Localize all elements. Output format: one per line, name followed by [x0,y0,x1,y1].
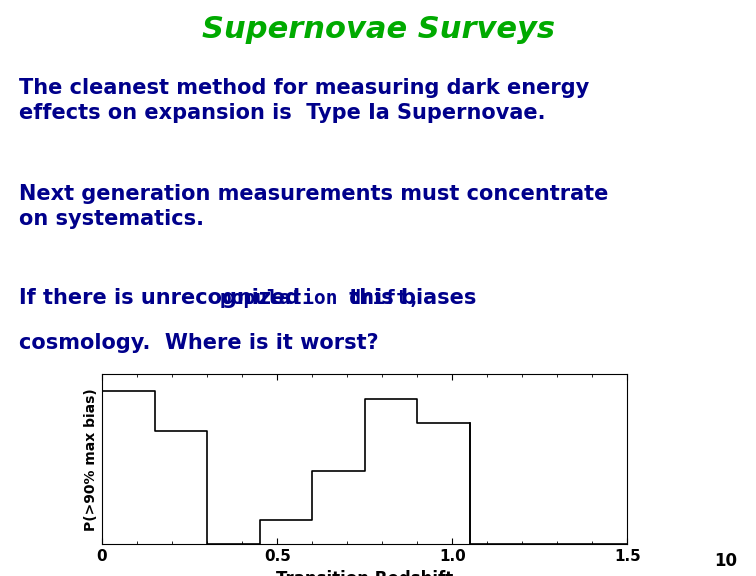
Text: If there is unrecognized: If there is unrecognized [19,288,307,308]
Y-axis label: P(>90% max bias): P(>90% max bias) [84,388,98,530]
Text: 10: 10 [714,552,737,570]
Text: The cleanest method for measuring dark energy
effects on expansion is  Type Ia S: The cleanest method for measuring dark e… [19,78,589,123]
Text: Next generation measurements must concentrate
on systematics.: Next generation measurements must concen… [19,184,609,229]
Text: this biases: this biases [342,288,476,308]
Text: cosmology.  Where is it worst?: cosmology. Where is it worst? [19,333,379,353]
Text: Supernovae Surveys: Supernovae Surveys [202,14,554,44]
X-axis label: Transition Redshift: Transition Redshift [276,570,454,576]
Text: population drift,: population drift, [220,288,420,308]
